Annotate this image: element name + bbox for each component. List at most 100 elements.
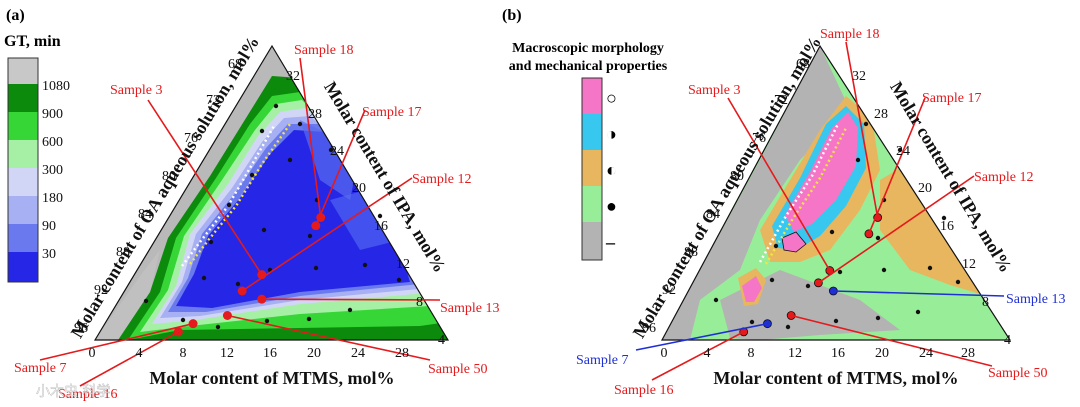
tick-bottom-b: 12 xyxy=(788,346,802,361)
tick-bottom-b: 4 xyxy=(704,346,711,361)
panel-a-colorbar xyxy=(7,57,39,283)
leader-line-sample-18 xyxy=(299,57,322,218)
legend-swatch xyxy=(8,84,38,112)
label-sample-12-a: Sample 12 xyxy=(412,172,472,187)
legend-label-180: 180 xyxy=(42,191,63,206)
label-sample-16-a: Sample 16 xyxy=(58,387,118,402)
legend-swatch xyxy=(8,224,38,252)
leader-line-sample-17 xyxy=(315,109,366,226)
legend-swatch xyxy=(8,58,38,84)
leader-line-sample-17 xyxy=(868,97,926,235)
panel-a-letter: (a) xyxy=(6,7,25,24)
panel-b-leader-arrows xyxy=(635,41,1005,381)
tick-left-a: 80 xyxy=(162,169,176,184)
trajectory-yellow xyxy=(189,123,292,265)
legend-swatch xyxy=(582,186,602,222)
tick-bottom-b: 24 xyxy=(919,346,933,361)
panel-b-legend-title-1: Macroscopic morphology xyxy=(512,41,664,56)
label-sample-3-b: Sample 3 xyxy=(688,83,741,98)
legend-swatch xyxy=(8,196,38,224)
legend-swatch xyxy=(582,222,602,260)
tick-right-a: 32 xyxy=(286,69,300,84)
label-sample-12-b: Sample 12 xyxy=(974,170,1034,185)
tick-right-a: 24 xyxy=(330,144,344,159)
tick-right-b: 32 xyxy=(852,69,866,84)
tick-left-b: 80 xyxy=(730,169,744,184)
tick-right-a: 20 xyxy=(352,181,366,196)
tick-bottom-a: 28 xyxy=(395,346,409,361)
label-sample-13-a: Sample 13 xyxy=(440,301,500,316)
tick-left-b: 76 xyxy=(752,131,766,146)
tick-left-b: 84 xyxy=(706,207,720,222)
legend-symbol-dash: – xyxy=(605,232,616,252)
label-sample-3-a: Sample 3 xyxy=(110,83,163,98)
trajectory-yellow-b xyxy=(764,127,848,265)
legend-label-300: 300 xyxy=(42,163,63,178)
panel-b-legend xyxy=(581,77,603,261)
tick-left-a: 68 xyxy=(228,57,242,72)
leader-line-sample-16 xyxy=(79,331,179,387)
tick-left-b: 96 xyxy=(642,321,656,336)
leader-line-sample-3 xyxy=(147,99,263,276)
tick-right-b: 16 xyxy=(940,219,954,234)
trajectory-white-b xyxy=(758,123,840,263)
tick-left-a: 76 xyxy=(184,131,198,146)
label-sample-17-b: Sample 17 xyxy=(922,91,982,106)
tick-left-b: 92 xyxy=(662,283,676,298)
tick-bottom-b: 28 xyxy=(961,346,975,361)
tick-bottom-a: 4 xyxy=(136,346,143,361)
legend-swatch xyxy=(582,150,602,186)
tick-bottom-b: 16 xyxy=(831,346,845,361)
tick-bottom-a: 0 xyxy=(89,346,96,361)
leader-line-sample-7 xyxy=(635,322,768,351)
tick-right-a: 8 xyxy=(416,295,423,310)
legend-label-600: 600 xyxy=(42,135,63,150)
tick-left-a: 72 xyxy=(206,93,220,108)
tick-left-b: 88 xyxy=(684,245,698,260)
watermark-text: 小木虫 科学 xyxy=(36,384,110,400)
leader-line-sample-12 xyxy=(241,177,413,292)
tick-bottom-b: 20 xyxy=(875,346,889,361)
label-sample-18-a: Sample 18 xyxy=(294,43,354,58)
tick-right-a: 28 xyxy=(308,107,322,122)
tick-left-a: 88 xyxy=(116,245,130,260)
label-sample-7-a: Sample 7 xyxy=(14,361,67,376)
legend-symbol-half-circle-right: ◑ xyxy=(606,124,617,144)
legend-swatch xyxy=(8,252,38,282)
label-sample-50-a: Sample 50 xyxy=(428,362,488,377)
label-sample-7-b: Sample 7 xyxy=(576,353,629,368)
axis-title-bottom-a: Molar content of MTMS, mol% xyxy=(149,368,394,388)
tick-left-a: 92 xyxy=(94,283,108,298)
tick-right-b: 4 xyxy=(1004,333,1011,348)
panel-a-leader-arrows xyxy=(39,57,441,387)
tick-left-a: 84 xyxy=(138,207,152,222)
panel-b: (b) Macroscopic morphology and mechanica… xyxy=(502,7,1066,398)
panel-a-legend-title: GT, min xyxy=(4,33,61,50)
legend-swatch xyxy=(8,112,38,140)
leader-line-sample-50 xyxy=(790,314,993,367)
tick-right-b: 20 xyxy=(918,181,932,196)
legend-label-900: 900 xyxy=(42,107,63,122)
leader-line-sample-13 xyxy=(833,290,1005,297)
axis-title-bottom-b: Molar content of MTMS, mol% xyxy=(713,368,958,388)
tick-right-a: 12 xyxy=(396,257,410,272)
tick-left-b: 72 xyxy=(774,93,788,108)
tick-left-a: 96 xyxy=(74,321,88,336)
tick-right-b: 8 xyxy=(982,295,989,310)
legend-symbol-filled-circle: ● xyxy=(606,196,617,216)
legend-symbol-half-circle-left: ◐ xyxy=(606,160,617,180)
leader-line-sample-16 xyxy=(651,331,745,381)
panel-b-letter: (b) xyxy=(502,7,522,24)
label-sample-50-b: Sample 50 xyxy=(988,366,1048,381)
panel-a-triangle-frame xyxy=(93,44,450,341)
panel-b-legend-title-2: and mechanical properties xyxy=(509,59,668,74)
leader-line-sample-13 xyxy=(261,298,441,301)
panel-a: (a) GT, min 1080 900 600 300 180 90 30 xyxy=(4,7,500,402)
tick-bottom-b: 8 xyxy=(748,346,755,361)
tick-left-b: 68 xyxy=(796,57,810,72)
tick-bottom-a: 8 xyxy=(180,346,187,361)
label-sample-13-b: Sample 13 xyxy=(1006,292,1066,307)
tick-right-b: 24 xyxy=(896,144,910,159)
tick-bottom-a: 20 xyxy=(307,346,321,361)
